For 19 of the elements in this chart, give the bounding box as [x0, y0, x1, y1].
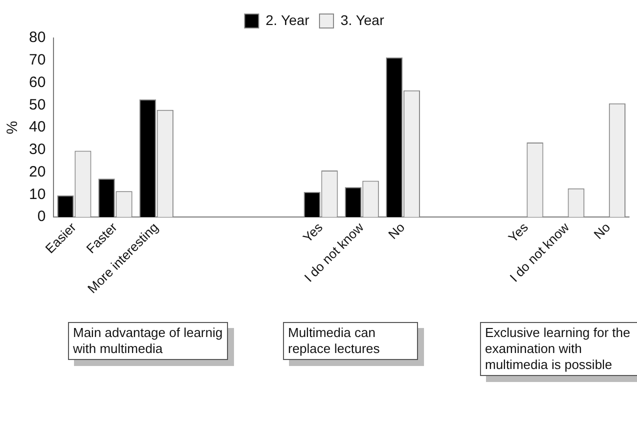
text: Main advantage of learnig with multimedia	[68, 322, 228, 360]
y-tick-label: 60	[28, 74, 46, 91]
x-tick-label: No	[590, 220, 614, 242]
legend-label: 3. Year	[340, 12, 384, 28]
y-tick-label: 30	[28, 141, 46, 158]
y-axis-title: %	[4, 120, 22, 134]
y-tick-label: 80	[28, 29, 46, 46]
text: Exclusive learning for the examination with multimedia is possible	[480, 322, 637, 376]
text: Multimedia can replace lectures	[283, 322, 418, 360]
x-tick-label: Yes	[505, 219, 532, 246]
y-tick-label: 20	[28, 163, 46, 180]
legend-label: 2. Year	[266, 12, 310, 28]
x-tick-label: Yes	[300, 219, 326, 246]
y-tick-label: 50	[28, 96, 46, 114]
y-tick-label: 40	[28, 118, 46, 136]
y-tick-label: 0	[37, 208, 46, 226]
y-tick-label: 10	[28, 186, 46, 203]
y-tick-label: 70	[28, 52, 46, 69]
x-tick-label: No	[385, 220, 408, 242]
